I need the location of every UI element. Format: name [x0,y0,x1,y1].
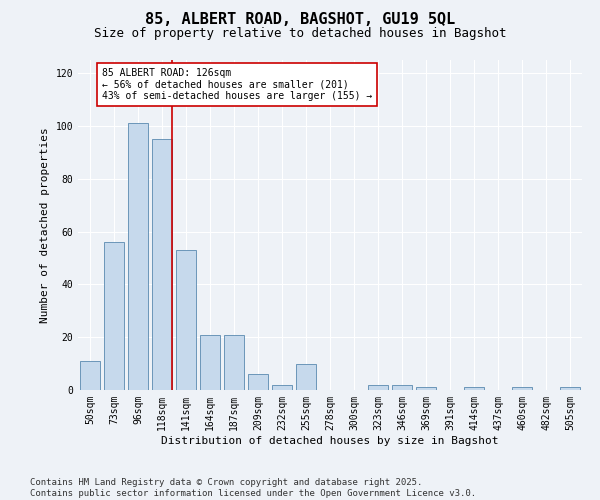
Bar [176,250,196,390]
Text: Size of property relative to detached houses in Bagshot: Size of property relative to detached ho… [94,28,506,40]
Bar [368,384,388,390]
Bar [80,361,100,390]
Bar [224,334,244,390]
Bar [272,384,292,390]
Bar [464,388,484,390]
Text: Contains HM Land Registry data © Crown copyright and database right 2025.
Contai: Contains HM Land Registry data © Crown c… [30,478,476,498]
Bar [200,334,220,390]
Bar [248,374,268,390]
Bar [416,388,436,390]
Text: 85 ALBERT ROAD: 126sqm
← 56% of detached houses are smaller (201)
43% of semi-de: 85 ALBERT ROAD: 126sqm ← 56% of detached… [102,68,372,101]
Bar [128,124,148,390]
Bar [104,242,124,390]
Bar [296,364,316,390]
Y-axis label: Number of detached properties: Number of detached properties [40,127,50,323]
Bar [560,388,580,390]
Bar [512,388,532,390]
Bar [392,384,412,390]
Text: 85, ALBERT ROAD, BAGSHOT, GU19 5QL: 85, ALBERT ROAD, BAGSHOT, GU19 5QL [145,12,455,28]
X-axis label: Distribution of detached houses by size in Bagshot: Distribution of detached houses by size … [161,436,499,446]
Bar [152,139,172,390]
